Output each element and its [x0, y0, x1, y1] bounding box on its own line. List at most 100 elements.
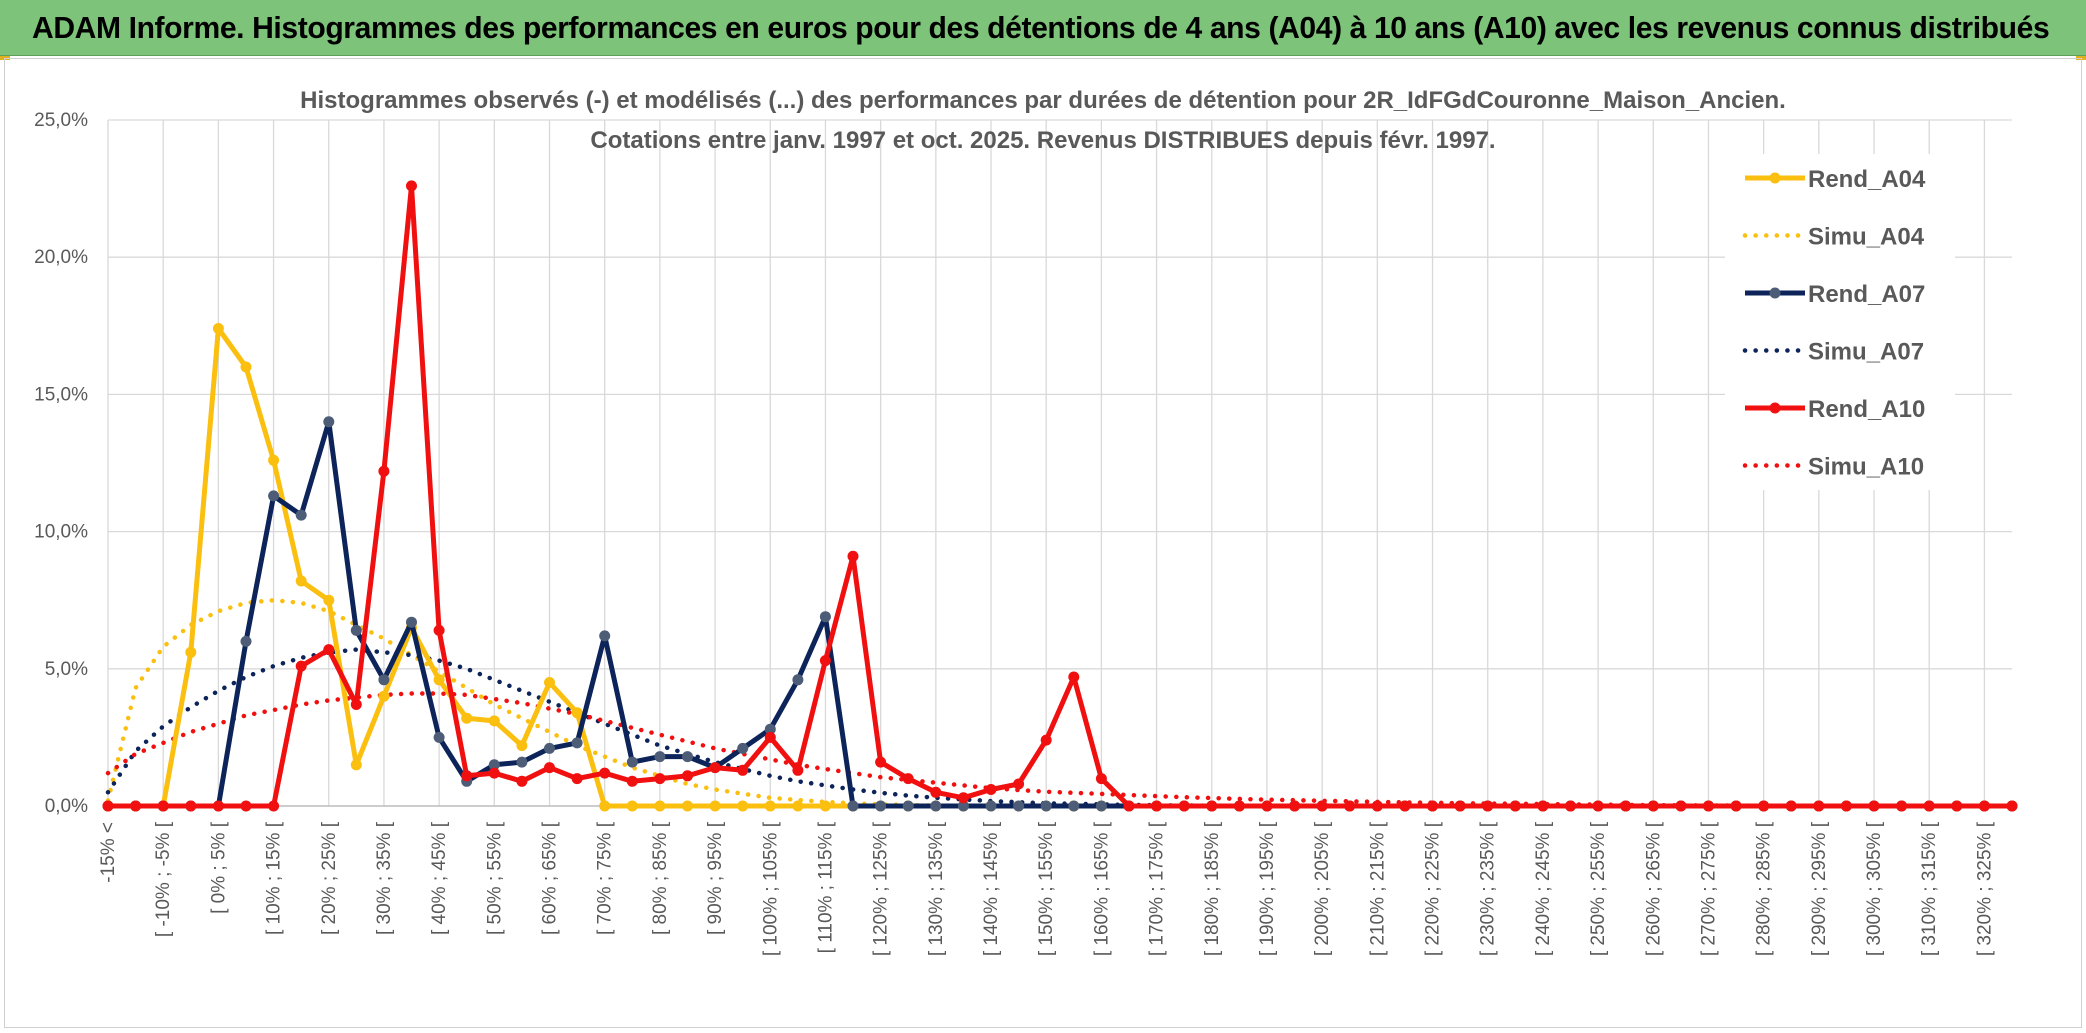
x-tick-label: [ 140% ; 145% [: [981, 821, 1002, 956]
data-point-rend-a10: [1703, 800, 1714, 812]
data-point-rend-a04: [654, 800, 666, 812]
data-point-rend-a04: [516, 740, 528, 752]
data-point-rend-a07: [626, 756, 638, 768]
legend-label-rend-a07: Rend_A07: [1808, 281, 1925, 308]
data-point-rend-a04: [764, 800, 776, 812]
x-tick-label: [ 210% ; 215% [: [1367, 821, 1388, 956]
report-title: ADAM Informe. Histogrammes des performan…: [32, 9, 2050, 45]
legend-box: [1725, 154, 1955, 490]
data-point-rend-a04: [488, 715, 500, 727]
data-point-rend-a10: [1923, 800, 1935, 812]
data-point-rend-a10: [378, 465, 390, 477]
data-point-rend-a10: [1344, 800, 1356, 812]
data-point-rend-a10: [1509, 800, 1521, 812]
data-point-rend-a10: [433, 624, 445, 636]
x-tick-label: [ 90% ; 95% [: [705, 821, 726, 935]
y-tick-label: 10,0%: [34, 522, 88, 543]
y-tick-label: 5,0%: [45, 659, 88, 680]
data-point-rend-a10: [1951, 800, 1963, 812]
legend-marker-rend-a07: [1769, 287, 1781, 299]
data-point-rend-a10: [1261, 800, 1273, 812]
data-point-rend-a10: [571, 773, 583, 785]
data-point-rend-a10: [1840, 800, 1852, 812]
data-point-rend-a07: [654, 751, 666, 763]
data-point-rend-a10: [2006, 800, 2018, 812]
y-tick-label: 25,0%: [34, 110, 88, 131]
data-point-rend-a10: [1730, 800, 1742, 812]
data-point-rend-a07: [1095, 800, 1107, 812]
data-point-rend-a10: [1371, 800, 1383, 812]
data-point-rend-a04: [544, 677, 555, 688]
data-point-rend-a10: [1896, 800, 1908, 812]
data-point-rend-a10: [847, 550, 859, 562]
data-point-rend-a07: [847, 800, 859, 812]
data-point-rend-a04: [461, 712, 473, 724]
data-point-rend-a10: [268, 800, 280, 812]
data-point-rend-a10: [1565, 800, 1576, 812]
legend-label-rend-a04: Rend_A04: [1808, 166, 1926, 193]
data-point-rend-a04: [240, 361, 252, 373]
line-chart: 0,0% 5,0% 10,0% 15,0% 20,0% 25,0% -15% < [ -10…: [34, 87, 2018, 956]
data-point-rend-a10: [406, 180, 417, 192]
data-point-rend-a07: [323, 416, 335, 428]
data-point-rend-a04: [212, 323, 224, 334]
chart-title-line: Histogrammes observés (-) et modélisés (…: [300, 87, 1786, 114]
data-point-rend-a07: [295, 509, 307, 521]
data-point-rend-a10: [544, 762, 555, 774]
data-point-rend-a07: [1013, 800, 1025, 812]
x-tick-label: [ 290% ; 295% [: [1809, 821, 1830, 956]
data-point-rend-a07: [737, 742, 749, 754]
data-point-rend-a07: [599, 630, 611, 642]
y-tick-label: 20,0%: [34, 247, 88, 268]
data-point-rend-a10: [654, 773, 666, 785]
data-point-rend-a10: [985, 784, 997, 795]
data-point-rend-a04: [819, 800, 831, 812]
data-point-rend-a10: [819, 655, 831, 667]
data-point-rend-a07: [350, 624, 362, 636]
data-point-rend-a10: [1537, 800, 1549, 812]
legend-label-simu-a04: Simu_A04: [1808, 224, 1925, 251]
data-point-rend-a07: [764, 723, 776, 735]
chart-title: Histogrammes observés (-) et modélisés (…: [300, 87, 1786, 154]
x-tick-label: [ 110% ; 115% [: [815, 821, 836, 953]
x-tick-label: [ 230% ; 235% [: [1478, 821, 1499, 956]
data-point-rend-a04: [295, 575, 307, 587]
x-tick-label: [ 10% ; 15% [: [264, 821, 285, 935]
data-point-rend-a07: [985, 800, 997, 812]
data-point-rend-a07: [571, 737, 583, 749]
data-point-rend-a07: [268, 490, 280, 502]
data-point-rend-a04: [378, 690, 390, 702]
data-point-rend-a10: [157, 800, 169, 812]
data-point-rend-a10: [1013, 778, 1025, 790]
data-point-rend-a10: [1123, 800, 1135, 812]
data-point-rend-a04: [185, 646, 197, 658]
x-tick-label: -15% <: [98, 822, 119, 883]
data-point-rend-a10: [295, 660, 307, 672]
x-tick-label: [ 250% ; 255% [: [1588, 821, 1609, 956]
x-tick-label: [ 60% ; 65% [: [540, 821, 561, 935]
data-point-rend-a04: [571, 707, 583, 719]
data-point-rend-a10: [1647, 800, 1659, 812]
data-point-rend-a10: [1620, 800, 1632, 812]
data-point-rend-a10: [516, 775, 528, 787]
x-tick-label: [ 20% ; 25% [: [319, 821, 340, 935]
data-point-rend-a10: [1068, 671, 1080, 683]
series-lines: [102, 180, 2018, 812]
data-point-rend-a10: [1289, 800, 1301, 812]
x-tick-label: [ 0% ; 5% [: [208, 821, 229, 914]
data-point-rend-a07: [1068, 800, 1080, 812]
legend-label-rend-a10: Rend_A10: [1808, 396, 1925, 423]
data-point-rend-a10: [957, 792, 969, 804]
data-point-rend-a10: [764, 731, 776, 743]
data-point-rend-a07: [819, 611, 831, 623]
data-point-rend-a10: [102, 800, 114, 812]
y-axis: 0,0% 5,0% 10,0% 15,0% 20,0% 25,0%: [34, 110, 88, 817]
data-point-rend-a10: [599, 767, 611, 779]
y-tick-label: 0,0%: [45, 796, 88, 817]
x-tick-label: [ 80% ; 85% [: [650, 821, 671, 935]
data-point-rend-a07: [875, 800, 887, 812]
data-point-rend-a10: [1758, 800, 1770, 812]
data-point-rend-a07: [1040, 800, 1052, 812]
data-point-rend-a04: [709, 800, 721, 812]
data-point-rend-a04: [682, 800, 693, 812]
